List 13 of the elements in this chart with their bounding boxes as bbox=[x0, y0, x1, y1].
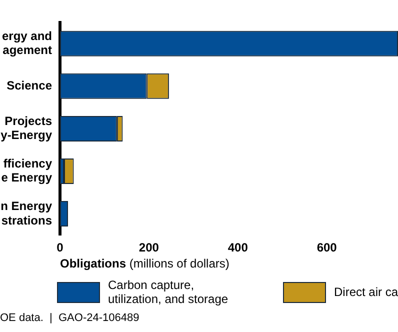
y-tick-label: ergy and agement bbox=[2, 28, 52, 58]
x-tick-label: 400 bbox=[228, 240, 248, 255]
x-tick-label: 0 bbox=[56, 240, 64, 255]
y-tick-label: n Energy strations bbox=[0, 198, 52, 228]
text: OE data. | GAO-24-106489 bbox=[0, 312, 140, 324]
x-axis-title: Obligations (millions of dollars) bbox=[60, 256, 230, 270]
y-tick-label: fficiency e Energy bbox=[1, 156, 52, 185]
y-tick-label: Science bbox=[6, 78, 52, 92]
x-tick-label: 200 bbox=[138, 240, 160, 255]
x-tick-label: 600 bbox=[316, 240, 338, 255]
legend-label: Carbon capture, utilization, and storage bbox=[108, 278, 228, 306]
y-tick-label: Projects y-Energy bbox=[0, 114, 52, 142]
legend-label: Direct air ca bbox=[334, 284, 398, 299]
